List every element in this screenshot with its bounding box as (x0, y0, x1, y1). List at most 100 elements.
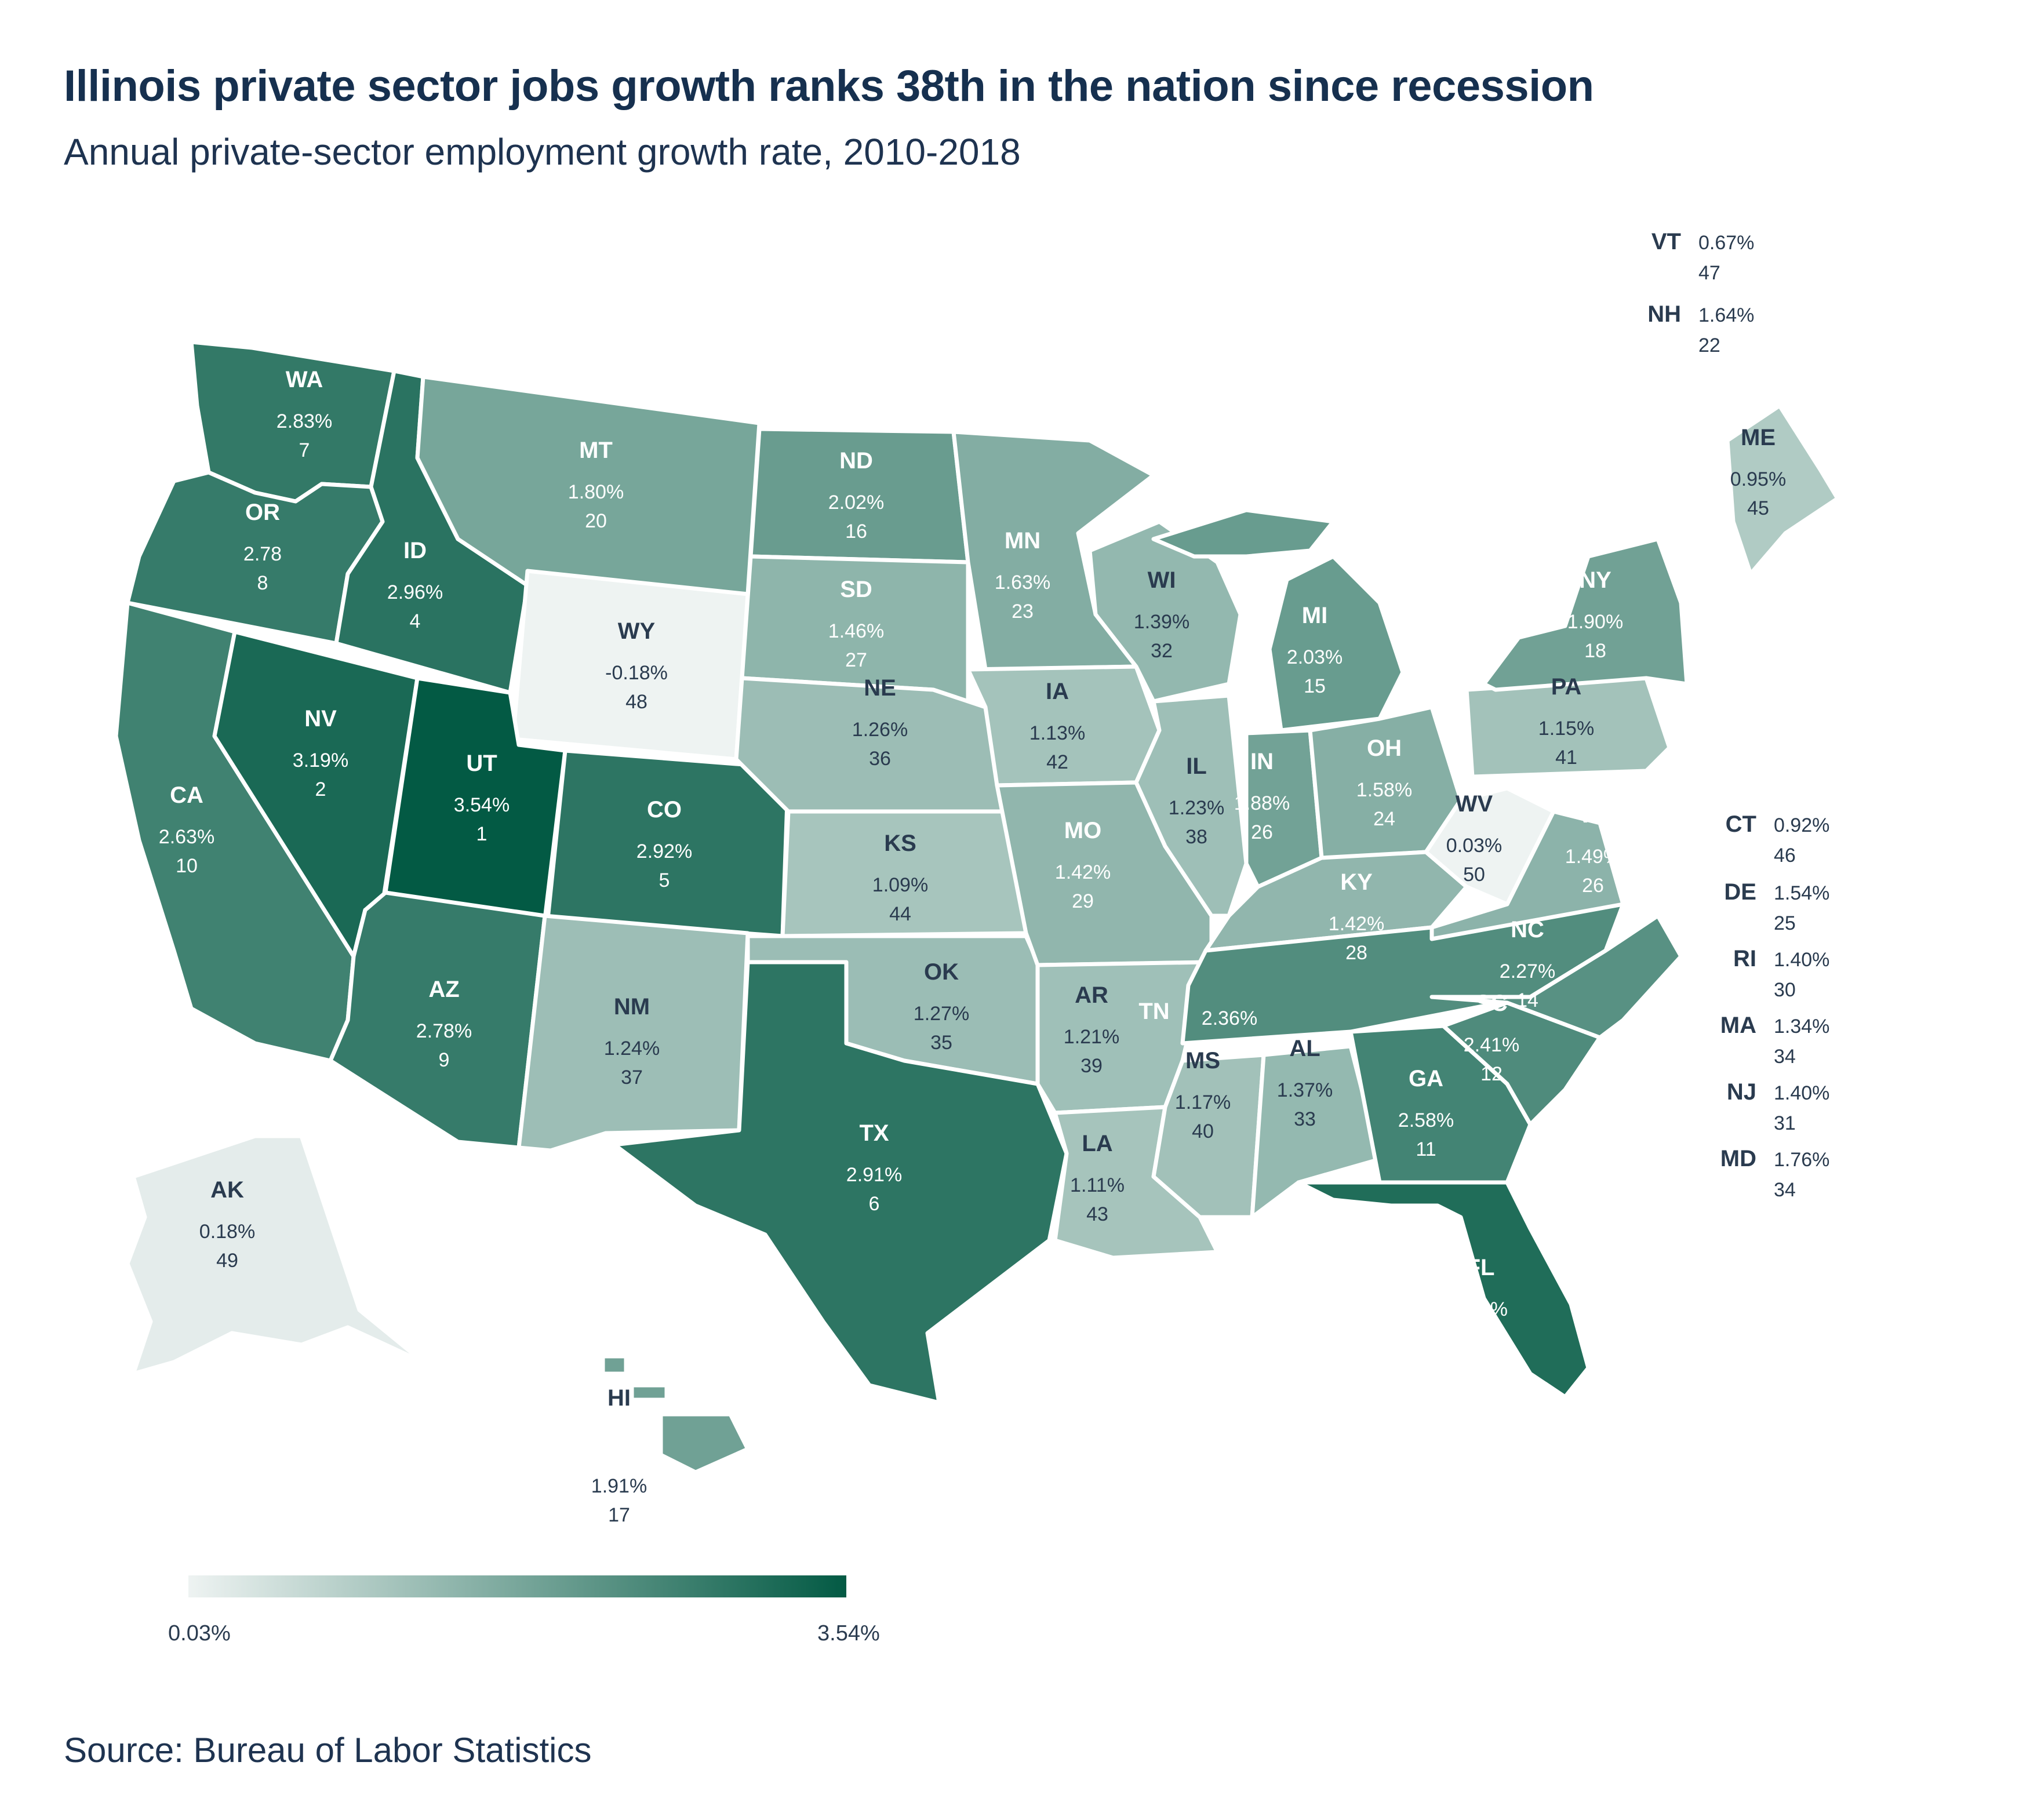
state-value: 1.23% (1169, 797, 1224, 819)
state-value: 2.78 (243, 543, 282, 565)
state-rank: 38 (1185, 826, 1207, 848)
small-state-rank: 47 (1698, 262, 1720, 284)
state-rank: 40 (1192, 1120, 1214, 1142)
state-value: 1.27% (914, 1003, 969, 1025)
state-rank: 12 (1480, 1063, 1503, 1085)
state-al (1250, 1044, 1382, 1220)
state-abbr: LA (1082, 1131, 1112, 1156)
state-label-mt: MT 1.80% 20 (568, 438, 624, 532)
small-state-value: 1.64% (1698, 304, 1754, 326)
state-label-ia: IA 1.13% 42 (1029, 679, 1085, 773)
state-rank: 42 (1046, 751, 1068, 773)
state-abbr: SC (1475, 991, 1508, 1016)
state-abbr: FL (1467, 1255, 1495, 1280)
state-value: 1.49% (1565, 846, 1621, 868)
state-rank: 10 (176, 855, 198, 877)
state-rank: 4 (410, 610, 421, 632)
state-label-ms: MS 1.17% 40 (1175, 1048, 1231, 1142)
state-abbr: PA (1551, 674, 1582, 700)
state-label-ks: KS 1.09% 44 (872, 831, 928, 925)
state-rank: 1 (476, 823, 488, 845)
state-rank: 2 (315, 778, 326, 800)
state-label-wa: WA 2.83% 7 (277, 367, 332, 461)
state-abbr: CO (647, 797, 682, 822)
state-abbr: OR (245, 500, 280, 525)
state-abbr: OK (924, 959, 959, 985)
state-rank: 26 (1582, 875, 1604, 897)
state-rank: 6 (869, 1193, 880, 1215)
state-label-la: LA 1.11% 43 (1070, 1131, 1125, 1225)
state-value: 1.63% (995, 572, 1050, 594)
small-state-rank: 25 (1774, 912, 1796, 934)
small-state-rank: 31 (1774, 1112, 1796, 1134)
state-hi-part (601, 1354, 628, 1376)
state-rank: 27 (845, 649, 867, 671)
state-rank: 16 (845, 520, 867, 543)
state-ny (1482, 537, 1689, 692)
state-abbr: ME (1741, 425, 1776, 450)
state-abbr: MS (1185, 1048, 1220, 1073)
small-state-abbr: NJ (1727, 1079, 1756, 1105)
small-state-abbr: MA (1720, 1013, 1756, 1038)
small-state-nh: NH 1.64% 22 (1647, 301, 1754, 356)
small-state-abbr: VT (1651, 229, 1681, 254)
state-label-ca: CA 2.63% 10 (159, 782, 214, 877)
state-abbr: TX (859, 1120, 889, 1146)
state-label-oh: OH 1.58% 24 (1356, 736, 1412, 830)
state-value: 1.42% (1055, 861, 1111, 883)
state-rank: 9 (439, 1049, 450, 1071)
state-value: -0.18% (605, 662, 668, 684)
state-rank: 39 (1081, 1055, 1103, 1077)
state-abbr: MN (1005, 528, 1041, 554)
state-label-or: OR 2.78 8 (243, 500, 282, 594)
small-state-value: 1.34% (1774, 1015, 1829, 1038)
state-label-me: ME 0.95% 45 (1730, 425, 1786, 519)
state-abbr: NY (1579, 567, 1611, 593)
state-value: 1.13% (1029, 722, 1085, 744)
small-state-vt: VT 0.67% 47 (1651, 229, 1755, 284)
small-state-value: 1.54% (1774, 882, 1829, 904)
state-abbr: NE (864, 675, 896, 701)
state-fl (1296, 1180, 1591, 1399)
state-rank: 11 (1416, 1138, 1436, 1160)
state-label-wy: WY -0.18% 48 (605, 618, 668, 713)
state-label-tx: TX 2.91% 6 (846, 1120, 902, 1215)
state-label-nv: NV 3.19% 2 (293, 706, 348, 800)
state-tx (612, 960, 1069, 1405)
small-state-rank: 30 (1774, 979, 1796, 1001)
state-abbr: CA (170, 782, 203, 808)
state-value: 0.18% (199, 1221, 255, 1243)
small-state-ma: MA 1.34% 34 (1720, 1013, 1830, 1068)
state-rank: 23 (1012, 600, 1034, 623)
state-abbr: WV (1456, 791, 1493, 817)
small-state-rank: 34 (1774, 1046, 1796, 1068)
state-label-co: CO 2.92% 5 (636, 797, 692, 891)
state-value: 1.88% (1234, 792, 1290, 814)
state-abbr: GA (1409, 1066, 1443, 1091)
state-value: 2.58% (1398, 1109, 1454, 1131)
state-abbr: KY (1340, 869, 1373, 895)
state-label-wv: WV 0.03% 50 (1446, 791, 1502, 886)
source-note: Source: Bureau of Labor Statistics (64, 1731, 592, 1770)
state-hi-part (630, 1383, 669, 1402)
state-rank: 35 (930, 1032, 952, 1054)
state-mi-part (1151, 508, 1336, 559)
state-abbr: AL (1289, 1036, 1320, 1061)
state-value: 1.46% (828, 620, 884, 642)
state-rank: 26 (1251, 821, 1273, 843)
state-label-az: AZ 2.78% 9 (416, 977, 472, 1071)
state-il (1134, 693, 1249, 918)
state-value: 2.02% (828, 492, 884, 514)
state-abbr: NC (1511, 917, 1544, 942)
state-rank: 49 (216, 1250, 238, 1272)
state-rank: 45 (1747, 497, 1769, 519)
state-abbr: IL (1186, 754, 1207, 779)
small-state-value: 0.67% (1698, 232, 1754, 254)
state-value: 0.03% (1446, 835, 1502, 857)
state-rank: 3 (1475, 1327, 1486, 1349)
state-rank: 50 (1463, 864, 1485, 886)
state-abbr: KS (884, 831, 916, 856)
state-label-sd: SD 1.46% 27 (828, 577, 884, 671)
state-abbr: ND (839, 448, 873, 474)
